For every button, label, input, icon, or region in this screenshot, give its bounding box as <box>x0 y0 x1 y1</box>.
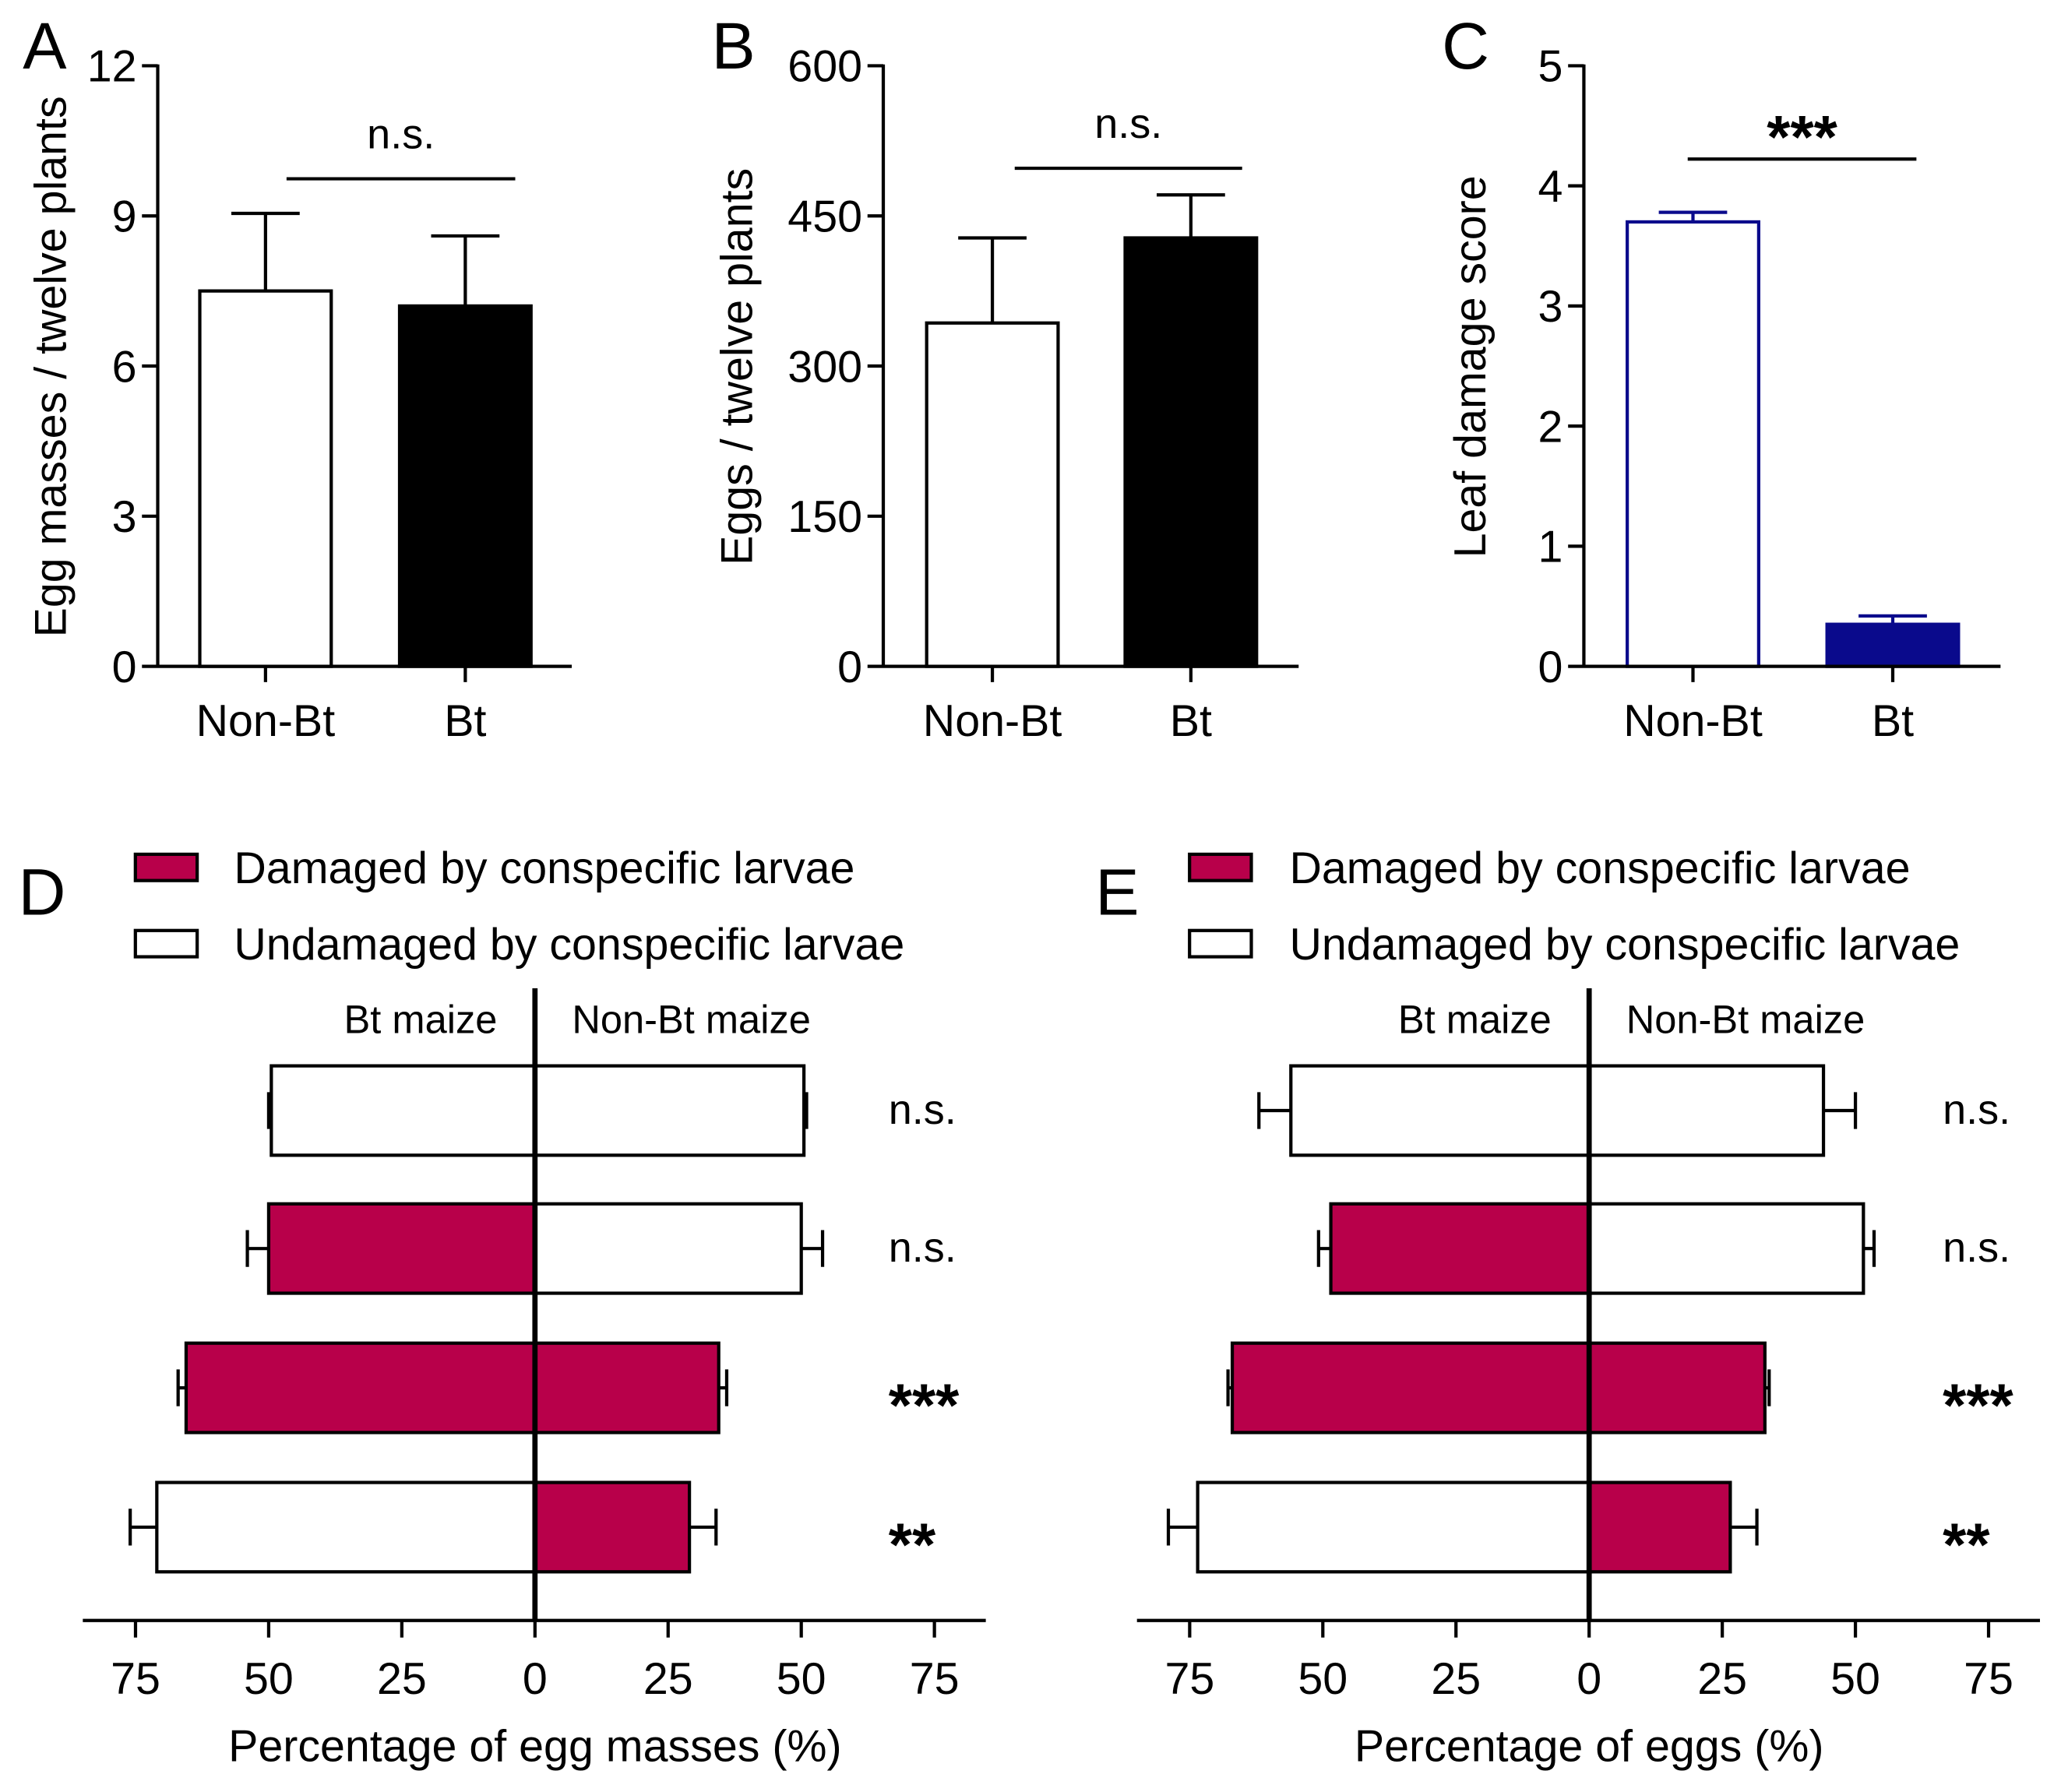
panel-letter: D <box>19 856 66 929</box>
side-label-bt: Bt maize <box>344 997 498 1041</box>
bar-non-bt <box>1587 1202 1865 1295</box>
bar-non-bt <box>925 321 1060 668</box>
x-tick-label: Bt <box>1872 696 1914 746</box>
significance-label: ** <box>1943 1512 1990 1579</box>
x-tick-label: 25 <box>1697 1654 1747 1704</box>
y-axis-label: Leaf damage score <box>1446 175 1496 558</box>
legend-label: Undamaged by conspecific larvae <box>1289 920 1960 970</box>
x-tick-label: 75 <box>910 1654 960 1704</box>
bar-bt <box>266 1202 537 1295</box>
y-tick-label: 4 <box>1538 162 1563 212</box>
y-tick-label: 5 <box>1538 42 1563 92</box>
legend-swatch <box>133 852 199 882</box>
y-tick-label: 600 <box>787 42 862 92</box>
bar-bt <box>184 1341 537 1435</box>
bar-non-bt <box>198 289 333 668</box>
bar-non-bt <box>533 1341 720 1435</box>
legend-swatch <box>133 928 199 959</box>
x-tick-label: Bt <box>444 696 486 746</box>
significance-label: n.s. <box>1943 1086 2010 1133</box>
side-label-non-bt: Non-Bt maize <box>572 997 811 1041</box>
bar-non-bt <box>533 1064 806 1157</box>
side-label-bt: Bt maize <box>1398 997 1552 1041</box>
y-tick-label: 6 <box>112 342 137 392</box>
panel-e: E Damaged by conspecific larvae Undamaged … <box>1095 843 2040 1771</box>
bar-non-bt <box>1626 220 1760 668</box>
x-tick-label: 75 <box>111 1654 160 1704</box>
panel-letter: A <box>23 9 67 83</box>
bar-bt <box>1230 1341 1591 1435</box>
bar-non-bt <box>533 1480 692 1574</box>
panel-letter: E <box>1095 856 1139 929</box>
panel-letter: B <box>711 9 755 83</box>
x-tick-label: 0 <box>523 1654 548 1704</box>
x-tick-label: 0 <box>1577 1654 1601 1704</box>
x-tick-label: Non-Bt <box>1623 696 1763 746</box>
x-tick-label: 25 <box>1431 1654 1481 1704</box>
x-tick-label: 50 <box>1298 1654 1348 1704</box>
y-tick-label: 300 <box>787 342 862 392</box>
x-axis-label: Percentage of egg masses (%) <box>228 1721 842 1771</box>
bar-bt <box>1329 1202 1591 1295</box>
x-tick-label: Non-Bt <box>923 696 1062 746</box>
y-tick-label: 9 <box>112 192 137 241</box>
legend-label: Damaged by conspecific larvae <box>234 843 854 893</box>
side-label-non-bt: Non-Bt maize <box>1626 997 1865 1041</box>
x-tick-label: 50 <box>777 1654 826 1704</box>
y-tick-label: 150 <box>787 492 862 542</box>
significance-label: *** <box>1943 1372 2013 1439</box>
panel-letter: C <box>1442 9 1489 83</box>
panel-d: D Damaged by conspecific larvae Undamaged … <box>19 843 986 1771</box>
bar-bt <box>1289 1064 1591 1157</box>
x-tick-label: 75 <box>1164 1654 1214 1704</box>
legend-label: Undamaged by conspecific larvae <box>234 920 904 970</box>
panel-b: B Eggs / twelve plants Non-Bt Bt 0 150 300 450 6… <box>711 9 1299 746</box>
y-tick-label: 450 <box>787 192 862 241</box>
x-axis-label: Percentage of eggs (%) <box>1355 1721 1824 1771</box>
y-tick-label: 2 <box>1538 402 1563 452</box>
significance-label: n.s. <box>1094 100 1162 147</box>
bar-non-bt <box>1587 1064 1826 1157</box>
significance-label: n.s. <box>889 1086 957 1133</box>
y-tick-label: 3 <box>112 492 137 542</box>
significance-label: *** <box>1767 104 1837 171</box>
y-tick-label: 0 <box>112 643 137 692</box>
legend-label: Damaged by conspecific larvae <box>1289 843 1910 893</box>
significance-label: n.s. <box>1943 1224 2010 1271</box>
y-tick-label: 1 <box>1538 523 1563 572</box>
y-axis-label: Egg masses / twelve plants <box>26 96 76 637</box>
x-tick-label: 25 <box>643 1654 693 1704</box>
bar-non-bt <box>1587 1480 1732 1574</box>
significance-label: n.s. <box>367 111 435 158</box>
bar-bt <box>1825 622 1961 668</box>
x-tick-label: 75 <box>1964 1654 2013 1704</box>
significance-label: ** <box>889 1512 936 1579</box>
bar-bt <box>1123 236 1259 668</box>
y-tick-label: 12 <box>87 42 137 92</box>
x-tick-label: Non-Bt <box>196 696 336 746</box>
x-tick-label: 50 <box>244 1654 294 1704</box>
bar-bt <box>270 1064 537 1157</box>
panel-a: A Egg masses / twelve plants Non-Bt Bt 0 3 6 9 1… <box>23 9 572 746</box>
y-tick-label: 0 <box>837 643 862 692</box>
bar-non-bt <box>533 1202 803 1295</box>
y-axis-label: Eggs / twelve plants <box>712 168 762 565</box>
significance-label: *** <box>889 1372 960 1439</box>
bar-non-bt <box>1587 1341 1767 1435</box>
panel-c: C Leaf damage score Non-Bt Bt 0 1 2 3 4 5 *** <box>1442 9 2001 746</box>
legend-swatch <box>1188 852 1253 882</box>
bar-bt <box>155 1480 537 1574</box>
y-tick-label: 0 <box>1538 643 1563 692</box>
significance-label: n.s. <box>889 1224 957 1271</box>
bar-bt <box>397 304 533 668</box>
x-tick-label: 25 <box>377 1654 427 1704</box>
y-tick-label: 3 <box>1538 282 1563 332</box>
x-tick-label: 50 <box>1830 1654 1880 1704</box>
x-tick-label: Bt <box>1170 696 1212 746</box>
bar-bt <box>1196 1480 1591 1574</box>
legend-swatch <box>1188 928 1253 959</box>
